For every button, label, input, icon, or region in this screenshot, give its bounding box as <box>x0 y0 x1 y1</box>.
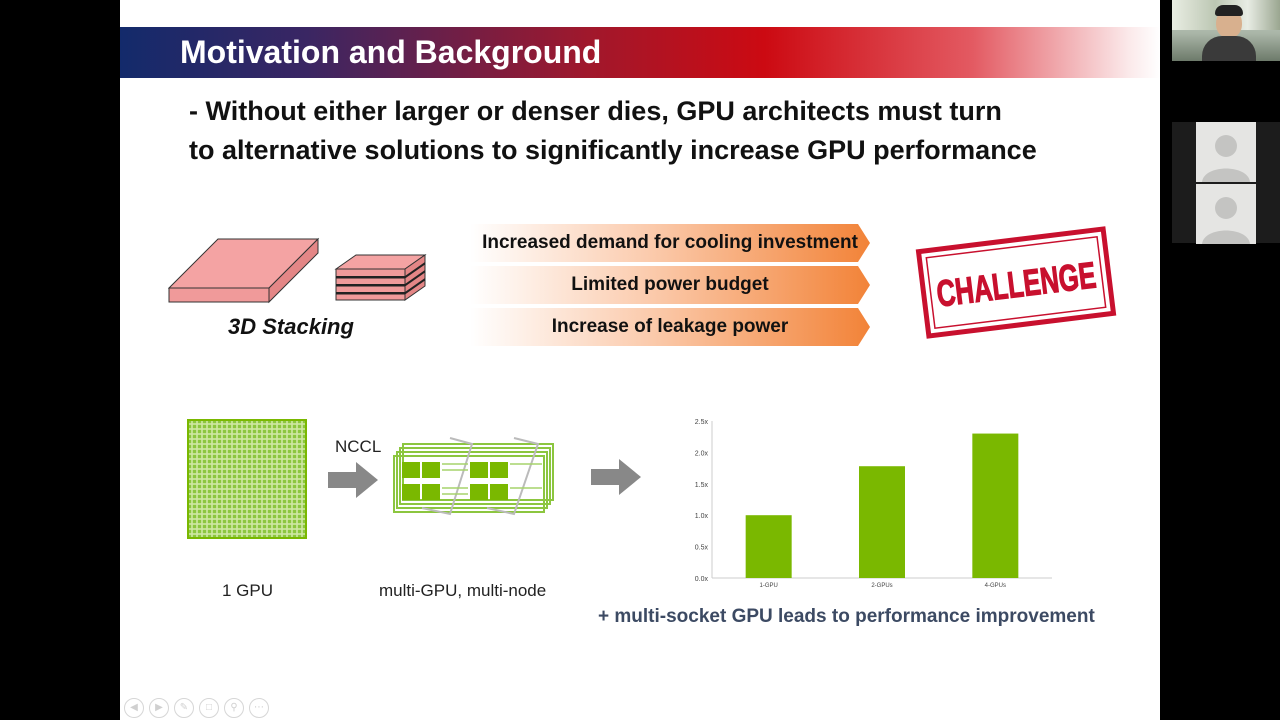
zoom-icon[interactable]: ⚲ <box>224 698 244 718</box>
next-icon[interactable]: ▶ <box>149 698 169 718</box>
chart-y-tick-label: 0.5x <box>695 545 709 552</box>
pen-icon[interactable]: ✎ <box>174 698 194 718</box>
chart-x-tick-label: 4-GPUs <box>985 583 1006 589</box>
multi-gpu-label: multi-GPU, multi-node <box>379 581 547 600</box>
challenge-text-leakage: Increase of leakage power <box>551 316 789 337</box>
chart-x-tick-label: 2-GPUs <box>871 583 892 589</box>
challenge-arrow-power: Limited power budget <box>470 266 870 304</box>
arrow-right-icon <box>328 462 378 498</box>
chart-bar <box>745 515 792 578</box>
stacking-label: 3D Stacking <box>228 314 354 339</box>
person-icon <box>1202 135 1250 182</box>
arrow-right-icon <box>591 459 641 495</box>
chart-y-tick-label: 2.5x <box>695 419 709 426</box>
bullet-text: - Without either larger or denser dies, … <box>189 92 1109 170</box>
participant-avatar-2[interactable] <box>1196 184 1256 244</box>
single-gpu-chip <box>187 419 307 539</box>
challenge-text-power: Limited power budget <box>571 274 769 295</box>
slide-title: Motivation and Background <box>180 34 602 70</box>
stacking-illustration <box>168 237 427 304</box>
bullet-line-2: to alternative solutions to significantl… <box>189 135 1037 165</box>
chart-x-tick-label: 1-GPU <box>759 583 777 589</box>
single-gpu-label: 1 GPU <box>222 581 274 600</box>
person-icon <box>1202 197 1250 244</box>
multi-gpu-stack <box>393 437 554 516</box>
chart-y-tick-label: 1.5x <box>695 482 709 489</box>
single-die-block <box>168 237 320 304</box>
nccl-label: NCCL <box>335 437 382 456</box>
chart-y-tick-label: 0.0x <box>695 576 709 583</box>
challenge-stamp: CHALLENGE <box>915 226 1117 339</box>
more-icon[interactable]: ⋯ <box>249 698 269 718</box>
chart-caption: + multi-socket GPU leads to performance … <box>598 606 1095 627</box>
slide-canvas: Motivation and Background - Without eith… <box>120 0 1160 720</box>
title-bar: Motivation and Background <box>120 27 1160 78</box>
challenge-arrow-leakage: Increase of leakage power <box>470 308 870 346</box>
stacked-dies-block <box>334 254 427 301</box>
participants-panel <box>1172 122 1280 244</box>
chart-bar <box>859 466 905 578</box>
bullet-line-1: - Without either larger or denser dies, … <box>189 96 1002 126</box>
slides-icon[interactable]: □ <box>199 698 219 718</box>
prev-icon[interactable]: ◀ <box>124 698 144 718</box>
performance-bar-chart: 0.0x 0.5x 1.0x 1.5x 2.0x 2.5x 1-GPU 2-GPUs 4-GPU… <box>695 419 1052 589</box>
participant-avatar-1[interactable] <box>1196 122 1256 182</box>
slideshow-toolbar: ◀ ▶ ✎ □ ⚲ ⋯ <box>124 698 269 718</box>
presenter-video[interactable] <box>1172 0 1280 61</box>
challenge-text-cooling: Increased demand for cooling investment <box>482 232 858 253</box>
chart-bar <box>972 433 1019 578</box>
chart-y-tick-label: 1.0x <box>695 513 709 520</box>
challenge-arrow-cooling: Increased demand for cooling investment <box>470 224 870 262</box>
challenge-stamp-text: CHALLENGE <box>934 254 1098 314</box>
chart-y-tick-label: 2.0x <box>695 450 709 457</box>
